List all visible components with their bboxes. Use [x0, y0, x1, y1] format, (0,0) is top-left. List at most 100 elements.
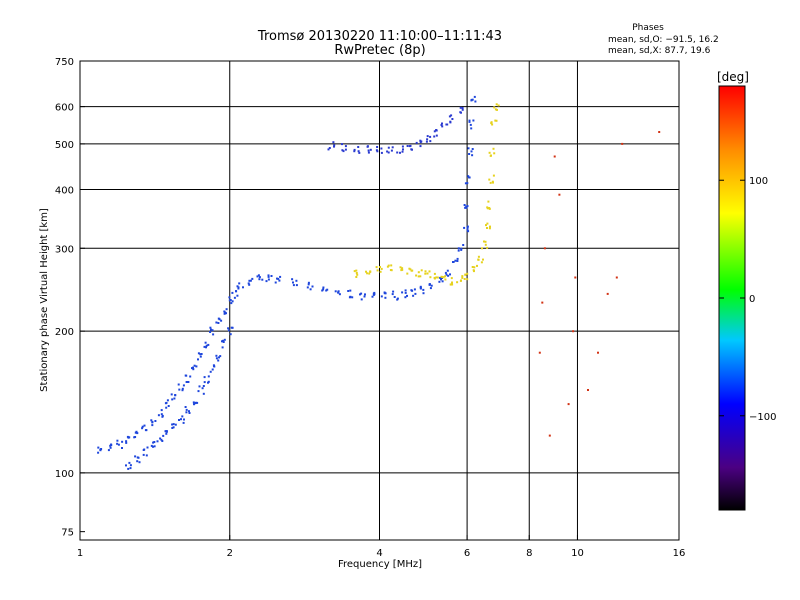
data-point — [428, 283, 431, 286]
data-point — [212, 364, 215, 367]
data-point — [415, 141, 418, 144]
data-point — [237, 286, 240, 289]
data-point — [242, 286, 244, 289]
data-point — [187, 381, 190, 383]
data-point — [406, 272, 409, 275]
data-point — [150, 444, 153, 447]
data-point — [360, 292, 363, 295]
data-point — [332, 141, 335, 144]
data-point — [468, 153, 471, 155]
data-point — [420, 140, 423, 143]
data-point — [548, 434, 551, 437]
y-axis-label: Stationary phase Virtual Height [km] — [39, 208, 50, 392]
data-point — [441, 125, 444, 128]
data-point — [136, 432, 139, 435]
data-point — [399, 266, 402, 269]
data-point — [152, 441, 155, 444]
data-point — [538, 351, 541, 354]
data-point — [473, 270, 475, 273]
data-point — [207, 375, 210, 378]
data-point — [468, 176, 471, 179]
data-point — [412, 294, 415, 297]
data-point — [211, 329, 214, 332]
data-point — [457, 249, 460, 252]
data-point — [415, 274, 418, 277]
data-point — [136, 460, 139, 463]
data-point — [267, 278, 270, 281]
data-point — [355, 276, 358, 278]
data-point — [375, 149, 378, 152]
data-point — [228, 296, 231, 299]
data-point — [451, 283, 454, 286]
data-point — [337, 290, 340, 293]
data-point — [134, 455, 137, 458]
data-point — [202, 392, 205, 395]
data-point — [386, 265, 389, 268]
data-point — [207, 380, 210, 383]
data-point — [429, 140, 432, 143]
data-point — [182, 421, 185, 424]
data-point — [384, 292, 387, 295]
data-point — [178, 388, 181, 391]
data-point — [215, 357, 218, 360]
data-point — [327, 148, 330, 151]
data-point — [387, 264, 390, 267]
data-point — [215, 354, 218, 357]
data-point — [197, 390, 200, 393]
data-point — [333, 145, 335, 148]
data-point — [419, 275, 422, 278]
data-point — [466, 278, 469, 281]
data-point — [195, 365, 198, 368]
data-point — [295, 284, 298, 287]
data-point — [199, 355, 202, 358]
data-point — [406, 294, 408, 297]
data-point — [489, 225, 491, 228]
data-point — [451, 118, 454, 120]
y-tick-label: 200 — [55, 327, 74, 338]
data-point — [461, 108, 464, 111]
data-point — [125, 441, 128, 444]
x-tick-label: 16 — [673, 548, 686, 559]
data-point — [213, 365, 216, 368]
data-point — [171, 423, 174, 426]
data-point — [143, 424, 146, 427]
data-point — [470, 99, 473, 102]
data-point — [141, 427, 144, 430]
data-point — [351, 296, 354, 299]
data-point — [154, 420, 157, 422]
data-point — [344, 145, 347, 148]
data-point — [466, 227, 469, 230]
data-point — [452, 261, 454, 263]
data-point — [309, 288, 312, 291]
data-point — [369, 148, 372, 151]
data-point — [160, 409, 163, 412]
data-point — [379, 266, 381, 268]
data-point — [210, 328, 212, 331]
data-point — [279, 275, 282, 278]
data-point — [459, 106, 462, 109]
data-point — [465, 205, 468, 208]
data-point — [228, 299, 231, 302]
colorbar-unit-label: [deg] — [717, 70, 749, 84]
data-point — [202, 385, 205, 387]
data-point — [401, 291, 404, 294]
data-point — [483, 240, 485, 243]
data-point — [211, 368, 214, 371]
data-point — [465, 206, 468, 209]
data-point — [420, 269, 423, 272]
data-point — [486, 207, 489, 210]
data-point — [367, 151, 370, 154]
data-point — [444, 278, 447, 281]
data-point — [474, 100, 477, 103]
data-point — [160, 413, 163, 416]
data-point — [456, 257, 459, 260]
data-point — [425, 140, 428, 143]
data-point — [196, 401, 199, 404]
data-point — [159, 437, 162, 440]
data-point — [363, 295, 366, 298]
y-tick-label: 400 — [55, 185, 74, 196]
data-point — [492, 174, 495, 177]
data-point — [231, 300, 234, 303]
data-point — [172, 426, 175, 429]
